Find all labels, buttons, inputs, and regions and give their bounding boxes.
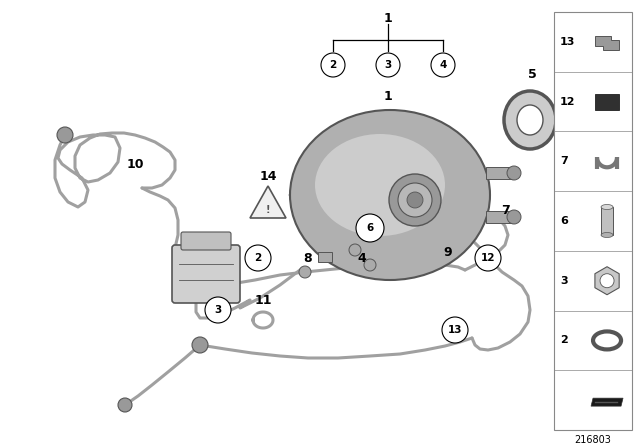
Circle shape bbox=[245, 245, 271, 271]
Bar bbox=[601, 207, 613, 235]
Circle shape bbox=[192, 337, 208, 353]
Text: 9: 9 bbox=[444, 246, 452, 258]
Circle shape bbox=[398, 183, 432, 217]
Text: 3: 3 bbox=[214, 305, 221, 315]
Ellipse shape bbox=[517, 105, 543, 135]
Circle shape bbox=[431, 53, 455, 77]
Circle shape bbox=[321, 53, 345, 77]
Polygon shape bbox=[591, 398, 623, 406]
Text: 7: 7 bbox=[560, 156, 568, 166]
Text: 2: 2 bbox=[254, 253, 262, 263]
Text: 216803: 216803 bbox=[575, 435, 611, 445]
Circle shape bbox=[389, 174, 441, 226]
Circle shape bbox=[118, 398, 132, 412]
Ellipse shape bbox=[601, 204, 613, 210]
Circle shape bbox=[600, 274, 614, 288]
Text: 13: 13 bbox=[560, 37, 575, 47]
Ellipse shape bbox=[315, 134, 445, 236]
Text: 3: 3 bbox=[560, 276, 568, 286]
Circle shape bbox=[356, 214, 384, 242]
Text: 4: 4 bbox=[439, 60, 447, 70]
Ellipse shape bbox=[504, 91, 556, 149]
Text: 14: 14 bbox=[259, 169, 276, 182]
Text: 12: 12 bbox=[560, 97, 575, 107]
Bar bbox=[595, 94, 619, 110]
Text: 1: 1 bbox=[383, 12, 392, 25]
Text: 12: 12 bbox=[481, 253, 495, 263]
Bar bbox=[486, 211, 514, 223]
Ellipse shape bbox=[290, 110, 490, 280]
Text: 13: 13 bbox=[448, 325, 462, 335]
Text: !: ! bbox=[266, 205, 270, 215]
Circle shape bbox=[507, 166, 521, 180]
Text: 1: 1 bbox=[383, 90, 392, 103]
Text: 7: 7 bbox=[500, 203, 509, 216]
Bar bbox=[318, 252, 332, 262]
Text: 4: 4 bbox=[358, 251, 366, 264]
Circle shape bbox=[364, 259, 376, 271]
Bar bbox=[486, 167, 514, 179]
Circle shape bbox=[349, 244, 361, 256]
Text: 8: 8 bbox=[304, 251, 312, 264]
Text: 6: 6 bbox=[560, 216, 568, 226]
Text: 11: 11 bbox=[254, 293, 272, 306]
Bar bbox=[554, 12, 632, 430]
Circle shape bbox=[475, 245, 501, 271]
Text: 6: 6 bbox=[366, 223, 374, 233]
Polygon shape bbox=[250, 186, 286, 218]
Circle shape bbox=[57, 127, 73, 143]
Circle shape bbox=[442, 317, 468, 343]
Circle shape bbox=[407, 192, 423, 208]
Circle shape bbox=[299, 266, 311, 278]
Circle shape bbox=[376, 53, 400, 77]
FancyBboxPatch shape bbox=[172, 245, 240, 303]
Circle shape bbox=[507, 210, 521, 224]
Text: 2: 2 bbox=[330, 60, 337, 70]
Circle shape bbox=[205, 297, 231, 323]
Text: 2: 2 bbox=[560, 336, 568, 345]
Text: 5: 5 bbox=[527, 69, 536, 82]
Text: 10: 10 bbox=[126, 159, 144, 172]
Ellipse shape bbox=[601, 233, 613, 237]
Polygon shape bbox=[595, 36, 619, 50]
FancyBboxPatch shape bbox=[181, 232, 231, 250]
Polygon shape bbox=[595, 267, 619, 295]
Text: 3: 3 bbox=[385, 60, 392, 70]
